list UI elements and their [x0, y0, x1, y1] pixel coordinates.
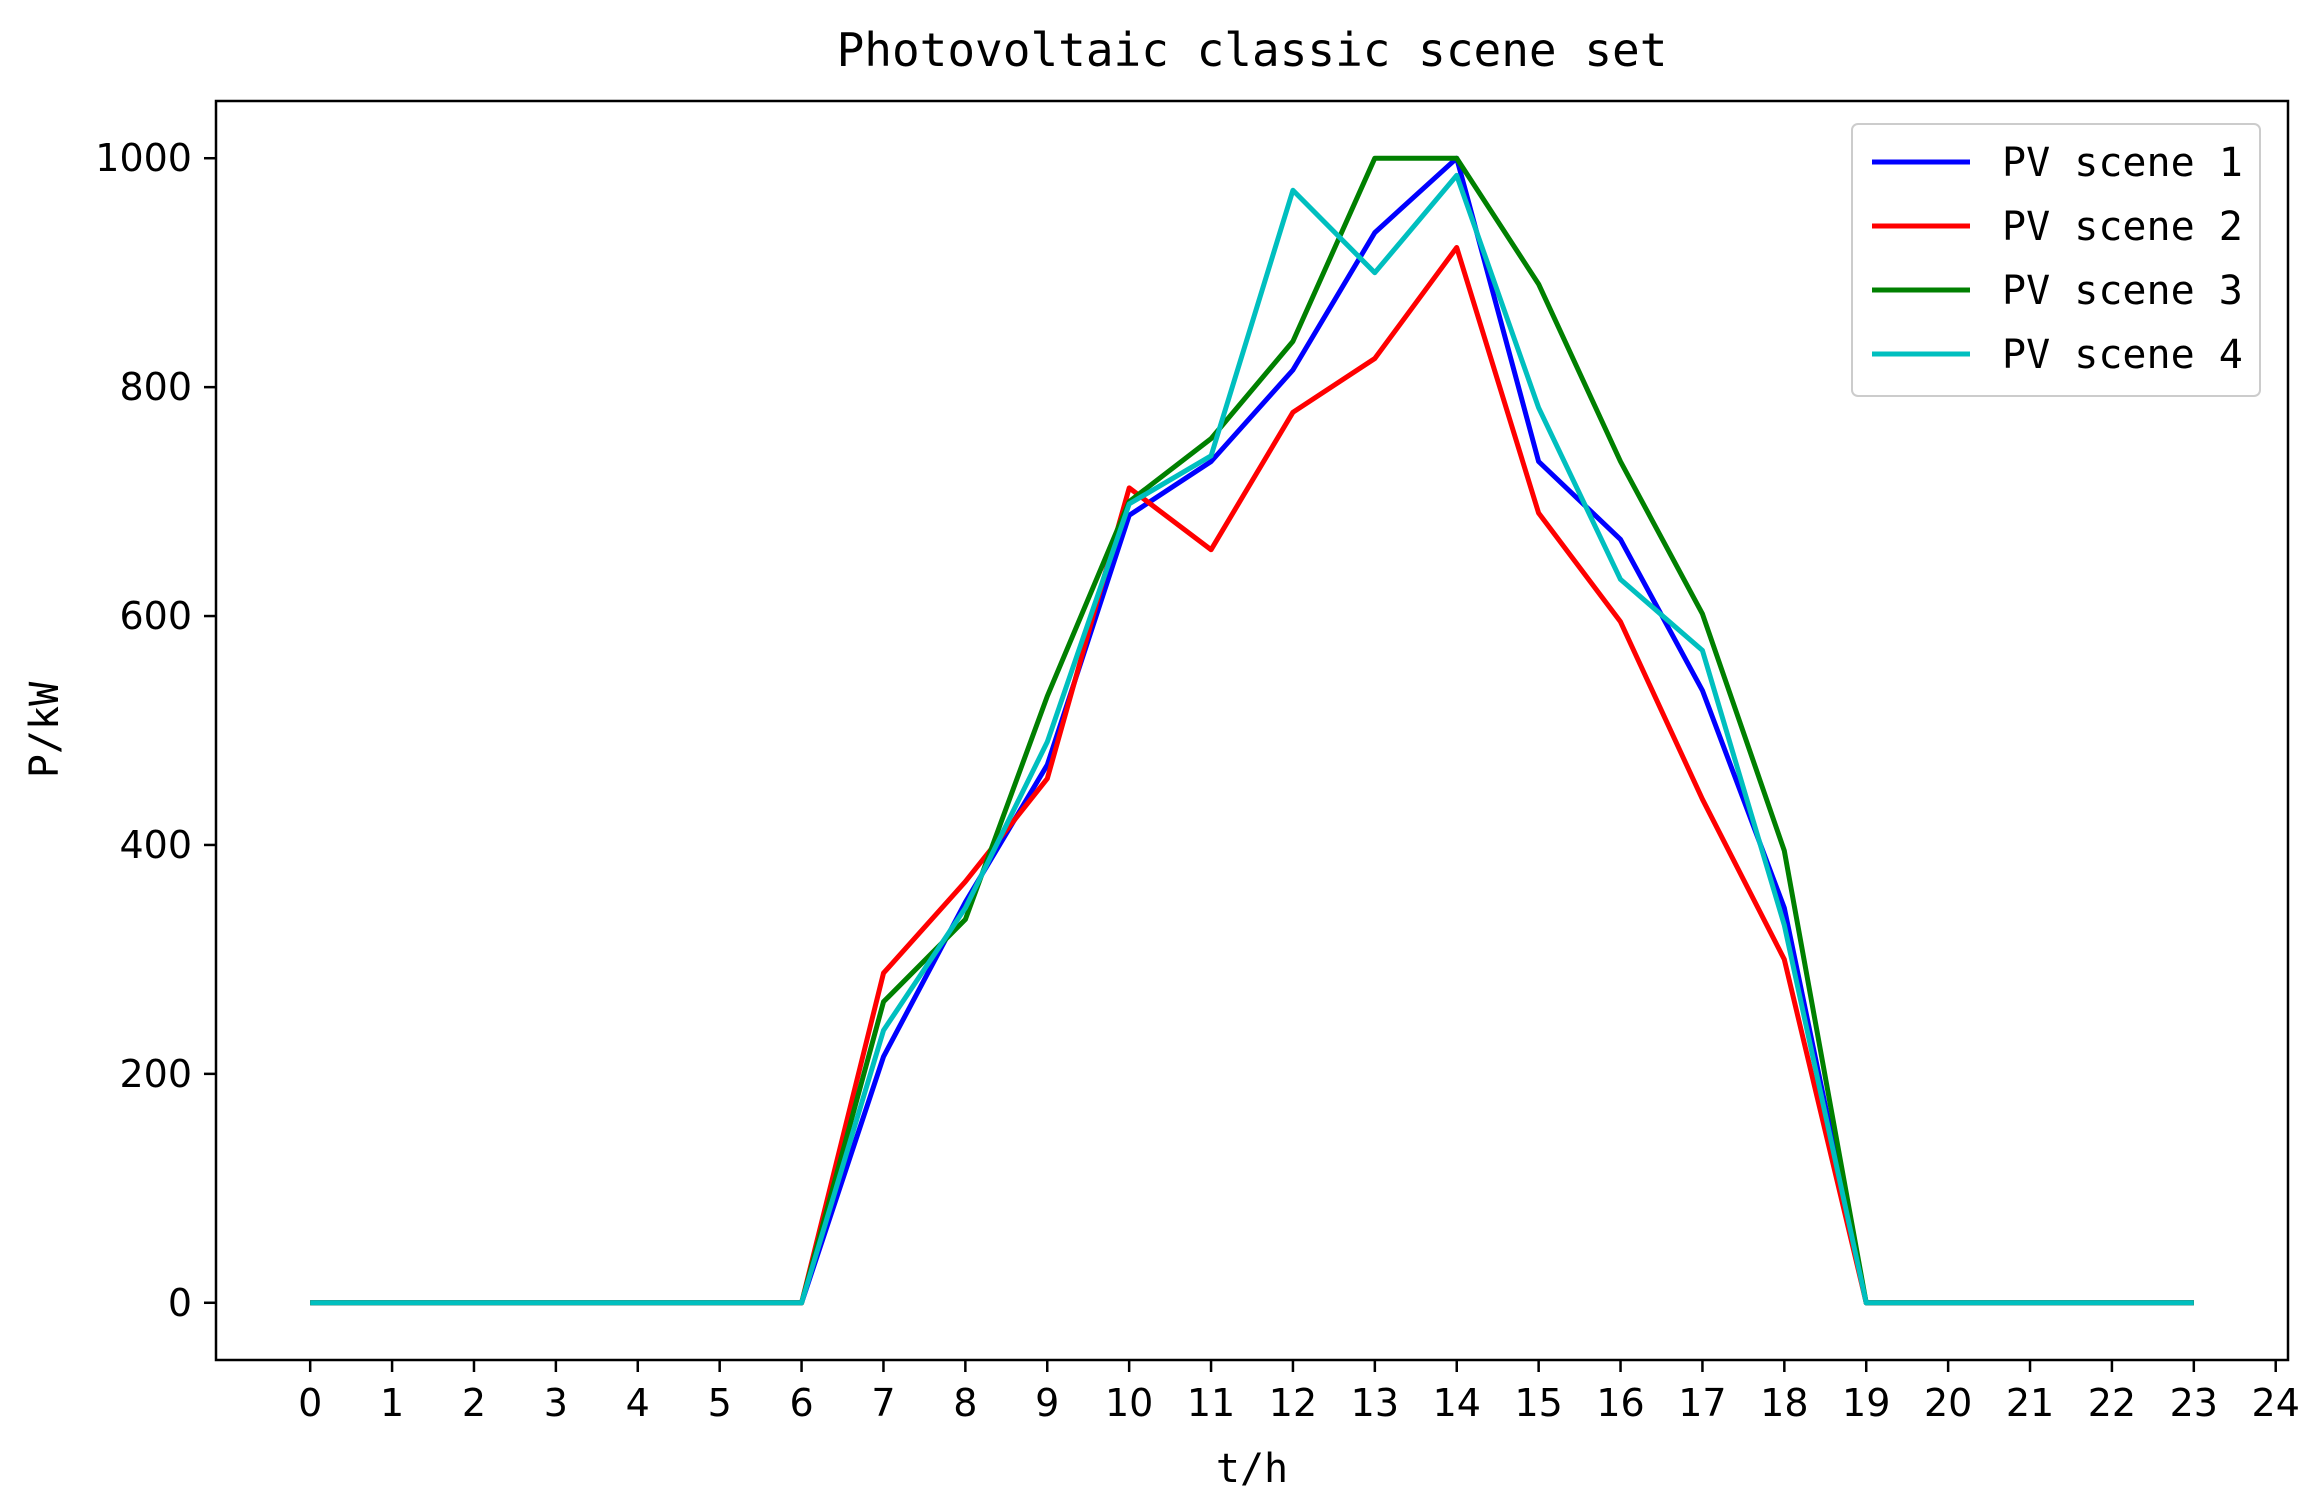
series-line-pv-scene-2: [310, 245, 2194, 1306]
x-tick-label: 19: [1842, 1381, 1890, 1425]
axes: 0 1 2 3 4 5 6 7 8 9 10 11 12 13 14 15 16 17 18 19 20 21 22 23 24…: [95, 136, 2300, 1425]
legend: PV scene 1 PV scene 2 PV scene 3 PV scene 4: [1851, 123, 2261, 397]
y-tick-label: 1000: [95, 136, 192, 180]
y-axis-label: P/kW: [22, 681, 68, 778]
x-tick-label: 10: [1105, 1381, 1153, 1425]
x-tick-label: 7: [871, 1381, 895, 1425]
y-tick-label: 200: [119, 1052, 192, 1096]
legend-label: PV scene 3: [2002, 268, 2243, 314]
y-tick-label: 400: [119, 823, 192, 867]
x-tick-label: 1: [380, 1381, 404, 1425]
x-tick-label: 15: [1514, 1381, 1562, 1425]
x-tick-label: 18: [1760, 1381, 1808, 1425]
x-tick-label: 21: [2006, 1381, 2054, 1425]
x-tick-label: 9: [1035, 1381, 1059, 1425]
legend-box: [1851, 123, 2261, 397]
x-tick-label: 23: [2170, 1381, 2218, 1425]
x-tick-label: 24: [2252, 1381, 2300, 1425]
x-tick-label: 20: [1924, 1381, 1972, 1425]
x-tick-label: 5: [708, 1381, 732, 1425]
x-tick-label: 0: [298, 1381, 322, 1425]
x-tick-label: 8: [953, 1381, 977, 1425]
series-line-pv-scene-4: [310, 172, 2194, 1306]
y-tick-label: 0: [168, 1281, 192, 1325]
x-tick-label: 6: [789, 1381, 813, 1425]
chart-title: Photovoltaic classic scene set: [837, 23, 1668, 77]
x-tick-label: 11: [1187, 1381, 1235, 1425]
x-tick-label: 17: [1678, 1381, 1726, 1425]
x-tick-label: 3: [544, 1381, 568, 1425]
series-layer: [310, 155, 2194, 1306]
legend-label: PV scene 1: [2002, 140, 2243, 186]
plot-frame: [214, 99, 2290, 1362]
legend-label: PV scene 4: [2002, 332, 2243, 378]
legend-label: PV scene 2: [2002, 204, 2243, 250]
x-tick-label: 12: [1269, 1381, 1317, 1425]
y-tick-label: 800: [119, 365, 192, 409]
x-tick-label: 4: [626, 1381, 650, 1425]
x-tick-label: 14: [1433, 1381, 1481, 1425]
x-tick-label: 13: [1351, 1381, 1399, 1425]
x-tick-label: 2: [462, 1381, 486, 1425]
x-axis-label: t/h: [1216, 1446, 1288, 1492]
y-tick-label: 600: [119, 594, 192, 638]
x-tick-label: 16: [1596, 1381, 1644, 1425]
x-tick-label: 22: [2088, 1381, 2136, 1425]
